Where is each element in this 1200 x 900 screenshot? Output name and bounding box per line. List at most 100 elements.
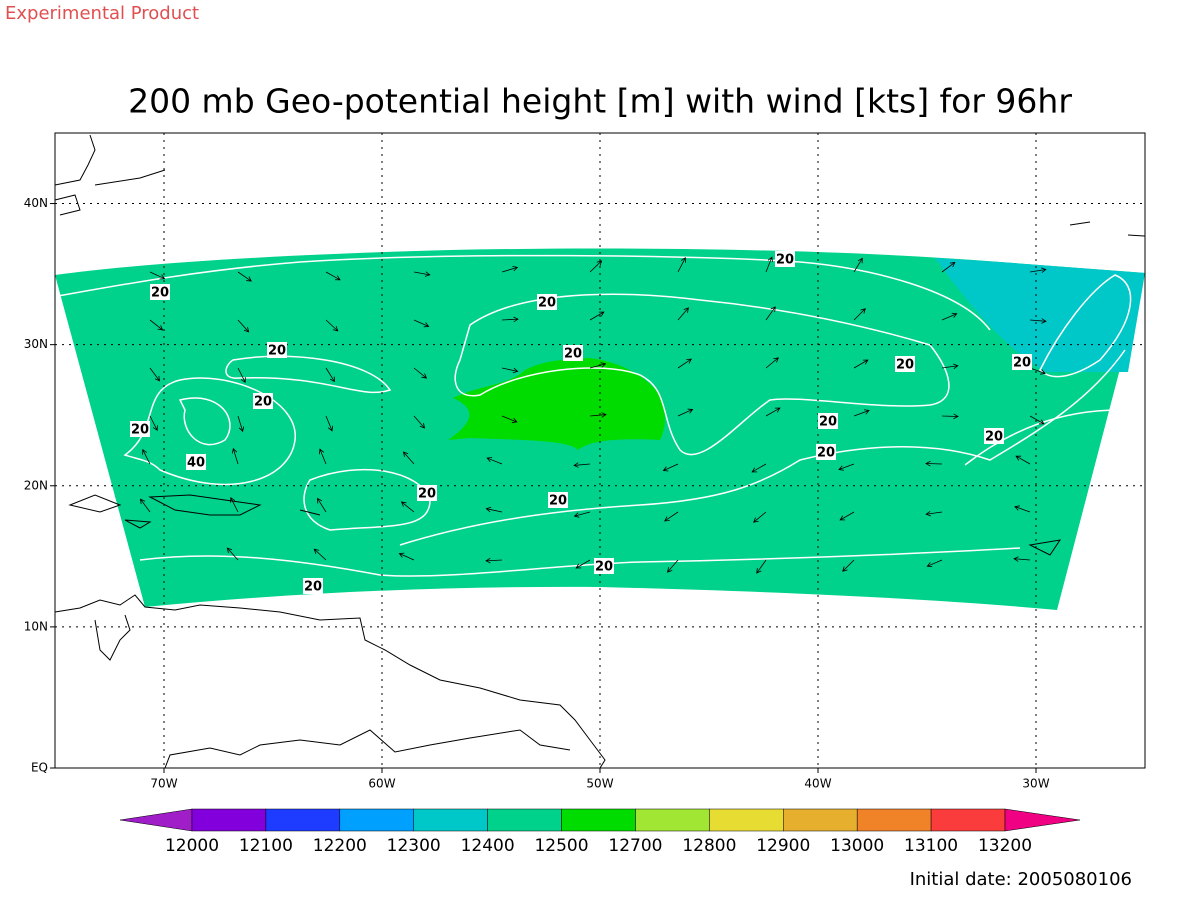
shade-region xyxy=(448,358,665,450)
wind-arrow xyxy=(589,311,605,321)
contour-label-box xyxy=(775,251,795,267)
contour-label: 20 xyxy=(538,296,556,311)
colorbar-label: 12500 xyxy=(534,836,588,856)
wind-arrow xyxy=(485,506,503,513)
contour-line xyxy=(178,397,231,446)
colorbar-label: 12000 xyxy=(165,836,219,856)
contour-line xyxy=(964,409,1121,466)
wind-arrow xyxy=(226,547,239,561)
wind-arrow xyxy=(573,511,591,518)
wind-arrow xyxy=(753,511,767,523)
wind-arrow xyxy=(230,496,239,513)
colorbar-box xyxy=(783,808,858,832)
contour-label: 20 xyxy=(131,423,149,438)
colorbar-label: 12700 xyxy=(608,836,662,856)
contour-label-box xyxy=(1012,354,1032,370)
wind-arrow xyxy=(839,511,855,521)
y-tick-label: 10N xyxy=(24,619,48,633)
contours xyxy=(57,254,1132,577)
contour-label-box xyxy=(895,356,915,372)
wind-arrow xyxy=(765,357,779,369)
wind-arrow xyxy=(237,319,250,333)
colorbar-box xyxy=(487,808,562,832)
wind-arrow xyxy=(402,451,415,465)
shaded-field xyxy=(55,248,1145,610)
contour-label: 20 xyxy=(776,253,794,268)
wind-arrow xyxy=(756,559,767,574)
colorbar-box xyxy=(709,808,784,832)
colorbar-label: 13100 xyxy=(904,836,958,856)
wind-arrow xyxy=(853,308,866,321)
wind-arrow xyxy=(237,415,245,433)
wind-arrow xyxy=(398,552,415,561)
colorbar-end xyxy=(1004,808,1081,832)
wind-arrow xyxy=(941,261,956,273)
contour-label-box xyxy=(563,345,583,361)
wind-arrow xyxy=(501,265,519,273)
wind-arrow xyxy=(318,448,327,465)
wind-arrow xyxy=(1029,415,1045,425)
wind-arrow xyxy=(1014,505,1031,513)
colorbar-label: 12200 xyxy=(313,836,367,856)
wind-arrow xyxy=(149,271,166,280)
colorbar-end xyxy=(119,808,193,832)
coastlines xyxy=(54,134,1146,769)
contour-line xyxy=(1039,274,1132,378)
y-tick-label: 40N xyxy=(24,196,48,210)
contour-label-box xyxy=(253,393,273,409)
wind-arrow xyxy=(313,548,327,561)
header-label: Experimental Product xyxy=(5,3,199,24)
wind-arrow xyxy=(925,460,943,467)
wind-arrow xyxy=(486,457,503,465)
y-tick-label: 20N xyxy=(24,478,48,492)
wind-arrow xyxy=(589,260,603,273)
colorbar-label: 12100 xyxy=(239,836,293,856)
contour-label-box xyxy=(417,485,437,501)
wind-arrow xyxy=(664,511,679,522)
axes: 70W 60W 50W 40W 30W EQ 10N 20N 30N 40N xyxy=(24,196,1050,790)
wind-arrow xyxy=(751,463,767,473)
wind-arrow xyxy=(838,463,855,471)
wind-arrow xyxy=(237,367,246,384)
wind-arrow xyxy=(413,415,426,429)
grid xyxy=(55,133,1145,769)
wind-arrow xyxy=(926,559,943,568)
wind-vectors xyxy=(139,256,1047,574)
wind-arrow xyxy=(765,407,781,417)
contour-line xyxy=(139,547,1021,577)
colorbar-label: 12800 xyxy=(682,836,736,856)
contour-label: 40 xyxy=(187,456,205,471)
wind-arrow xyxy=(1013,556,1031,562)
colorbar-label: 12300 xyxy=(387,836,441,856)
contour-label-box xyxy=(303,578,323,594)
contour-label-box xyxy=(267,342,287,358)
contour-label-box xyxy=(130,421,150,437)
contour-label: 20 xyxy=(1013,356,1031,371)
colorbar-box xyxy=(191,808,267,832)
contour-line xyxy=(454,293,950,456)
y-tick-label: EQ xyxy=(31,761,48,775)
wind-arrow xyxy=(853,257,863,273)
x-tick-label: 30W xyxy=(1022,777,1049,791)
colorbar-box xyxy=(265,808,341,832)
contour-label-box xyxy=(537,294,557,310)
wind-arrow xyxy=(853,409,870,417)
contour-label-box xyxy=(816,444,836,460)
wind-arrow xyxy=(677,358,692,369)
x-tick-label: 50W xyxy=(586,777,613,791)
contour-label-box xyxy=(984,428,1004,444)
wind-arrow xyxy=(925,510,943,517)
wind-arrow xyxy=(413,367,428,379)
wind-arrow xyxy=(941,363,959,370)
wind-arrow xyxy=(941,413,959,420)
colorbar-box xyxy=(413,808,488,832)
wind-arrow xyxy=(842,559,855,572)
x-tick-label: 70W xyxy=(150,777,177,791)
contour-labels: 20 20 20 20 20 20 20 20 20 20 20 20 40 20 20 20 20 xyxy=(130,251,1032,595)
contour-label: 20 xyxy=(304,580,322,595)
contour-label: 20 xyxy=(418,487,436,502)
colorbar-label: 12900 xyxy=(756,836,810,856)
wind-arrow xyxy=(1029,318,1047,324)
wind-arrow xyxy=(589,412,607,418)
